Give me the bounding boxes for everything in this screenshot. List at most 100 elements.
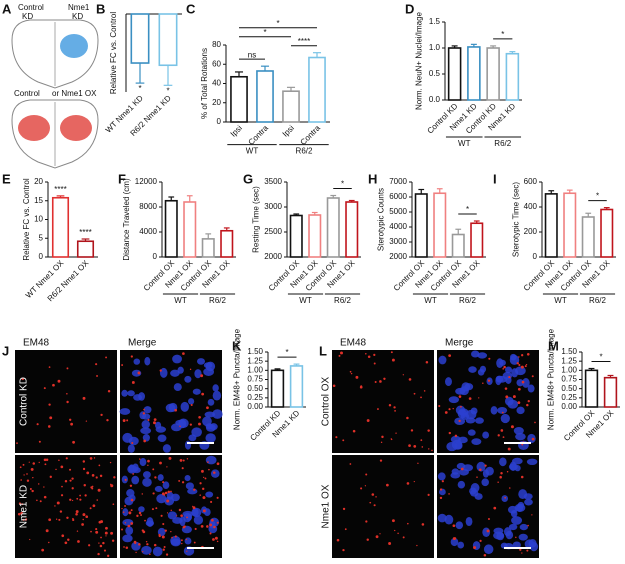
puncta <box>365 520 368 523</box>
y-tick-label: 0 <box>153 252 158 261</box>
nucleus <box>482 527 491 537</box>
puncta <box>515 536 517 539</box>
puncta <box>159 369 162 372</box>
puncta <box>395 432 397 434</box>
puncta <box>504 387 508 390</box>
nucleus <box>483 544 494 555</box>
puncta <box>200 525 204 528</box>
nucleus <box>444 514 454 525</box>
puncta <box>391 358 395 362</box>
nucleus <box>511 516 523 525</box>
significance: ns <box>248 50 256 59</box>
puncta <box>31 489 34 493</box>
puncta <box>342 548 345 552</box>
bar <box>451 233 465 258</box>
group-label: R6/2 <box>334 296 351 305</box>
puncta <box>131 381 135 384</box>
nucleus <box>471 350 480 358</box>
y-tick-label: 0.5 <box>429 69 441 78</box>
bar <box>51 196 70 258</box>
puncta <box>170 530 172 533</box>
nucleus <box>212 384 219 392</box>
bar <box>220 229 234 258</box>
puncta <box>66 367 69 370</box>
nucleus <box>470 407 478 415</box>
bar <box>467 46 481 101</box>
puncta <box>484 464 487 467</box>
nucleus <box>205 433 216 443</box>
puncta <box>58 459 60 462</box>
bar <box>544 193 558 258</box>
y-tick-label: 20 <box>212 98 221 107</box>
puncta <box>190 404 193 407</box>
y-axis-label: Norm. NeuN+ Nuclei/Image <box>414 11 423 110</box>
nucleus <box>482 431 490 439</box>
y-tick-label: 0 <box>39 252 44 261</box>
nucleus <box>165 403 176 413</box>
y-tick-label: 1.5 <box>429 17 441 26</box>
puncta <box>153 543 157 547</box>
puncta <box>186 516 188 519</box>
nucleus <box>448 396 460 404</box>
puncta <box>508 376 511 379</box>
y-tick-label: 1.00 <box>561 365 577 374</box>
puncta <box>428 448 430 450</box>
puncta <box>85 420 88 422</box>
nucleus <box>516 379 524 387</box>
puncta <box>193 541 196 544</box>
bar <box>563 192 577 258</box>
puncta <box>95 476 98 479</box>
puncta <box>122 511 125 513</box>
nucleus <box>157 474 164 482</box>
significance: **** <box>54 185 66 194</box>
y-axis-label: Resting Time (sec) <box>252 186 261 253</box>
puncta <box>448 431 452 435</box>
group-label: R6/2 <box>209 296 226 305</box>
puncta <box>72 518 75 522</box>
bar <box>581 216 595 258</box>
puncta <box>61 485 63 488</box>
puncta <box>85 515 89 519</box>
nucleus <box>497 407 508 414</box>
nucleus <box>180 401 189 412</box>
puncta <box>38 440 41 443</box>
puncta <box>438 404 441 408</box>
micrograph <box>15 455 117 558</box>
puncta <box>71 487 74 490</box>
nucleus <box>143 471 151 479</box>
puncta <box>71 499 74 502</box>
puncta <box>394 529 396 532</box>
puncta <box>517 387 521 391</box>
nucleus <box>517 501 525 509</box>
puncta <box>531 375 534 378</box>
puncta <box>96 375 98 377</box>
panel-letter: I <box>493 171 497 186</box>
puncta <box>64 541 68 545</box>
puncta <box>510 425 514 429</box>
puncta <box>143 439 147 443</box>
panel-letter: C <box>186 1 196 16</box>
nucleus <box>503 527 512 537</box>
y-tick-label: 1.25 <box>561 356 577 365</box>
significance: * <box>596 192 599 201</box>
y-tick-label: 4000 <box>139 227 157 236</box>
puncta <box>152 492 155 495</box>
puncta <box>526 549 529 552</box>
nucleus <box>475 417 484 424</box>
puncta <box>507 447 511 451</box>
nucleus <box>527 384 535 393</box>
puncta <box>69 498 72 501</box>
puncta <box>375 496 377 498</box>
puncta <box>48 403 51 406</box>
nucleus <box>184 440 192 450</box>
puncta <box>336 538 340 542</box>
puncta <box>439 496 443 500</box>
puncta <box>213 525 216 529</box>
puncta <box>192 506 196 510</box>
puncta <box>376 408 379 410</box>
puncta <box>103 549 107 552</box>
puncta <box>45 458 49 462</box>
nucleus <box>526 458 538 466</box>
puncta <box>441 480 444 483</box>
schematic-label: or Nme1 OX <box>52 89 97 98</box>
